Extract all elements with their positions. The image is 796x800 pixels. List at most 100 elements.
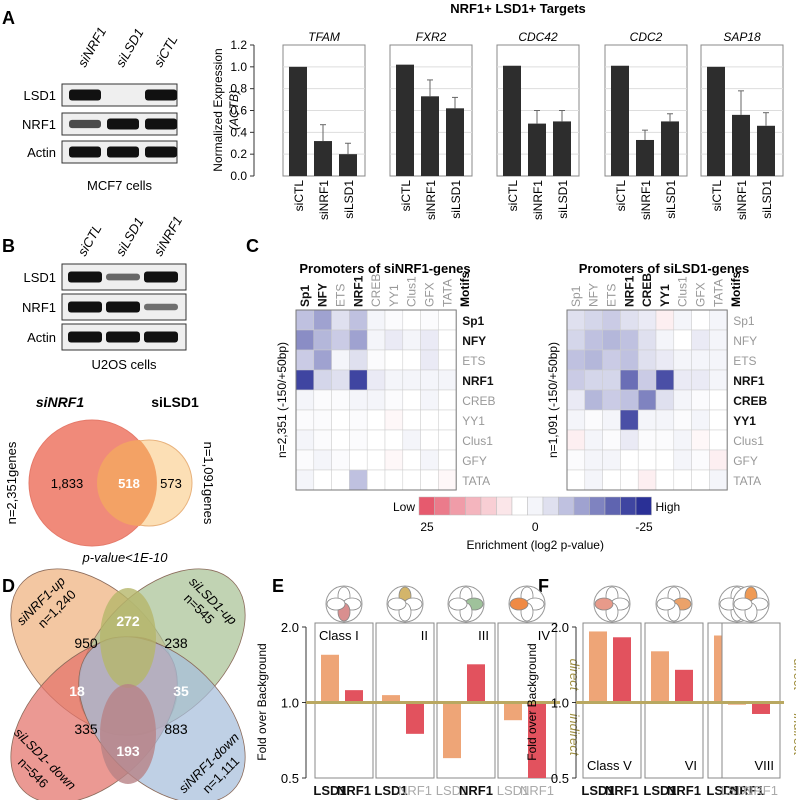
category-label: siCTL <box>292 180 306 212</box>
heatmap-cell <box>673 349 692 371</box>
western-blot-u2os: siCTL siLSD1 siNRF1 LSD1 NRF1 Actin U2OS cells <box>22 213 187 372</box>
bar-cdc2-silsd1 <box>661 121 679 176</box>
heatmap-cell <box>420 469 439 491</box>
heatmap-col-label: TATA <box>711 279 725 307</box>
heatmap-cell <box>420 429 439 451</box>
y-axis-label: Normalized Expression <box>211 48 225 171</box>
heatmap-cell <box>637 449 657 471</box>
heatmap-cell <box>402 309 421 331</box>
bar-axis-label: NRF1 <box>744 783 778 798</box>
category-label: siNRF1 <box>735 180 749 220</box>
bar-axis-label: NRF1 <box>730 783 764 798</box>
heatmap-col-label: Sp1 <box>569 285 583 307</box>
heatmap-cell <box>313 449 332 471</box>
heatmap-cell <box>313 409 332 431</box>
bar-axis-label: NRF1 <box>337 783 371 798</box>
heatmap-cell <box>349 349 368 371</box>
heatmap-cell <box>438 389 457 411</box>
venn-n-right: n=1,091genes <box>201 442 216 525</box>
blot-band <box>106 301 140 313</box>
heatmap-cell <box>566 309 586 331</box>
venn-count-b: 272 <box>116 613 140 629</box>
heatmap-cell <box>566 349 586 371</box>
bar-sap18-sinrf1 <box>732 114 750 176</box>
heatmap-cell <box>620 309 639 331</box>
bar-axis-label: LSD1 <box>313 783 346 798</box>
blot-lane-label: siNRF1 <box>75 24 110 69</box>
bar-axis-label: LSD1 <box>497 783 530 798</box>
heatmap-cell <box>566 449 586 471</box>
heatmap-cell <box>655 309 675 331</box>
scale-swatch <box>589 496 606 516</box>
heatmap-cell <box>331 329 350 351</box>
heatmap-cell <box>620 349 639 371</box>
heatmap-cell <box>566 369 586 391</box>
scale-low-label: Low <box>393 500 415 514</box>
venn-lobe-down-down <box>100 684 156 784</box>
fold-bar-nrf1-ii <box>406 702 424 734</box>
y-tick-label: 0.5 <box>551 771 569 786</box>
heatmap-col-label: ETS <box>605 284 619 307</box>
heatmap-cell <box>438 329 457 351</box>
bar-tfam-sictl <box>289 66 307 176</box>
y-axis-label: Fold over Background <box>525 643 539 760</box>
heatmap-cell <box>349 469 368 491</box>
blot-caption: U2OS cells <box>91 357 157 372</box>
blot-band <box>107 146 139 158</box>
panel-letter-f: F <box>538 576 549 596</box>
fold-bar-nrf1-class-i <box>345 690 363 703</box>
scale-swatch <box>635 496 652 516</box>
category-label: siNRF1 <box>317 180 331 220</box>
heatmap-row-label: YY1 <box>733 414 756 428</box>
heatmap-cell <box>709 349 728 371</box>
heatmap-cell <box>691 429 710 451</box>
bar-axis-label: LSD1 <box>374 783 407 798</box>
bar-cdc2-sinrf1 <box>636 139 654 176</box>
scale-swatch <box>527 496 544 516</box>
heatmap-cell <box>673 369 692 391</box>
heatmap-cell <box>384 329 404 351</box>
heatmap-cell <box>438 349 457 371</box>
heatmap-cell <box>566 409 586 431</box>
heatmap-cell <box>366 469 386 491</box>
direct-label: direct <box>791 659 796 692</box>
venn-count-left: 1,833 <box>51 476 84 491</box>
venn-icon-petal <box>387 597 407 611</box>
panel-letter-e: E <box>272 576 284 596</box>
heatmap-cell <box>709 409 728 431</box>
heatmap-col-label: CREB <box>640 273 654 307</box>
scale-swatch <box>496 496 513 516</box>
heatmap-cell <box>655 429 675 451</box>
heatmap-cell <box>637 369 657 391</box>
heatmap-cell <box>637 309 657 331</box>
category-label: siNRF1 <box>639 180 653 220</box>
heatmap-cell <box>402 329 421 351</box>
y-axis-label: Fold over Background <box>255 643 269 760</box>
heatmap-cell <box>655 389 675 411</box>
heatmap-cell <box>331 369 350 391</box>
heatmap-cell <box>295 409 315 431</box>
y-tick-label: 2.0 <box>281 620 299 635</box>
blot-lane-label: siLSD1 <box>113 26 147 70</box>
heatmap-row-label: NRF1 <box>733 374 765 388</box>
heatmap-cell <box>420 409 439 431</box>
heatmap-row-label: TATA <box>733 474 761 488</box>
heatmap-cell <box>420 369 439 391</box>
bar-axis-label: LSD1 <box>436 783 469 798</box>
heatmap-cell <box>384 409 404 431</box>
blot-row-label: NRF1 <box>22 300 56 315</box>
heatmap-cell <box>620 329 639 351</box>
heatmap-row-label: GFY <box>733 454 758 468</box>
venn-icon-petal <box>509 597 529 611</box>
blot-lane-label: siLSD1 <box>113 215 147 259</box>
bar-axis-label: LSD1 <box>721 783 754 798</box>
panel-letter-c: C <box>246 236 259 256</box>
class-label: II <box>421 628 428 643</box>
heatmap-cell <box>402 369 421 391</box>
scale-swatch <box>604 496 621 516</box>
heatmap-cell <box>438 429 457 451</box>
bar-cdc42-sinrf1 <box>528 123 546 176</box>
y-tick-label: 0.8 <box>230 82 247 96</box>
fold-bar-nrf1-iii <box>467 664 485 703</box>
heatmap-cell <box>438 449 457 471</box>
